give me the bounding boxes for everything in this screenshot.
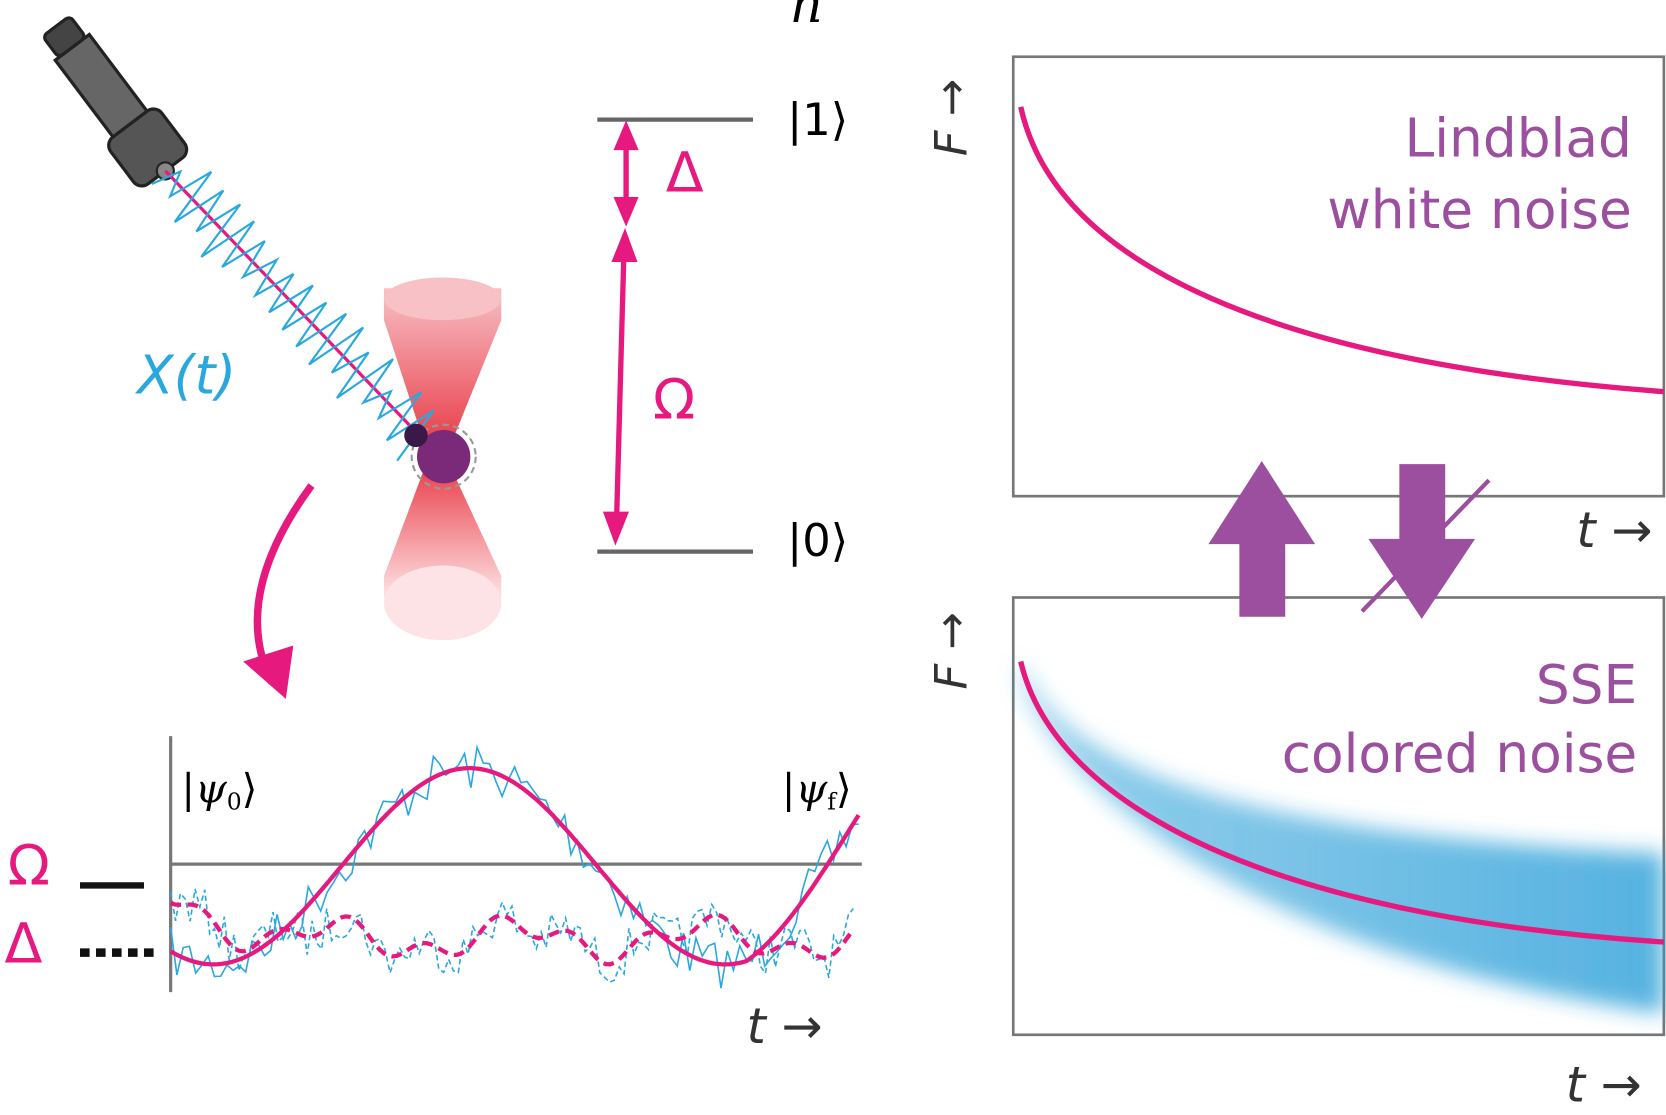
- beam-end: [384, 278, 501, 321]
- panel-text: colored noise: [1282, 723, 1638, 785]
- hbar: ħ: [791, 0, 824, 35]
- rabi-label: Ω: [653, 369, 695, 433]
- panel-text: Lindblad: [1405, 108, 1632, 170]
- laser: [31, 7, 196, 197]
- level-arrows: [604, 122, 638, 544]
- figure: ħ X(t) Δ Ω |1⟩ |0⟩ |ψ0⟩ |ψf⟩ Ω Δ t →: [0, 0, 1666, 1115]
- noise-label: X(t): [134, 344, 236, 406]
- state-text: |ψ: [181, 764, 228, 812]
- x-label: t →: [1576, 501, 1652, 559]
- electron: [404, 424, 427, 447]
- legend-omega: Ω: [8, 835, 50, 899]
- up-arrow: [1208, 461, 1315, 617]
- y-label: F →: [925, 612, 978, 690]
- panel-text: SSE: [1536, 654, 1637, 716]
- x-label: t →: [1566, 1056, 1642, 1114]
- lower-state: |0⟩: [787, 514, 848, 567]
- down-arrow: [1368, 464, 1475, 619]
- state-text: ⟩: [836, 764, 852, 812]
- final-state: |ψf⟩: [782, 764, 852, 815]
- initial-state: |ψ0⟩: [181, 764, 257, 815]
- x-label: t →: [747, 997, 823, 1055]
- state-sub: 0: [227, 787, 242, 815]
- state-text: ⟩: [242, 764, 258, 812]
- beam-end: [384, 565, 501, 640]
- upper-state: |1⟩: [787, 93, 848, 146]
- legend-delta: Δ: [4, 912, 42, 976]
- panel-text: white noise: [1327, 179, 1632, 241]
- arrow-head: [243, 645, 293, 698]
- state-text: |ψ: [782, 764, 829, 812]
- detuning-label: Δ: [666, 141, 704, 205]
- y-label: F →: [925, 79, 978, 157]
